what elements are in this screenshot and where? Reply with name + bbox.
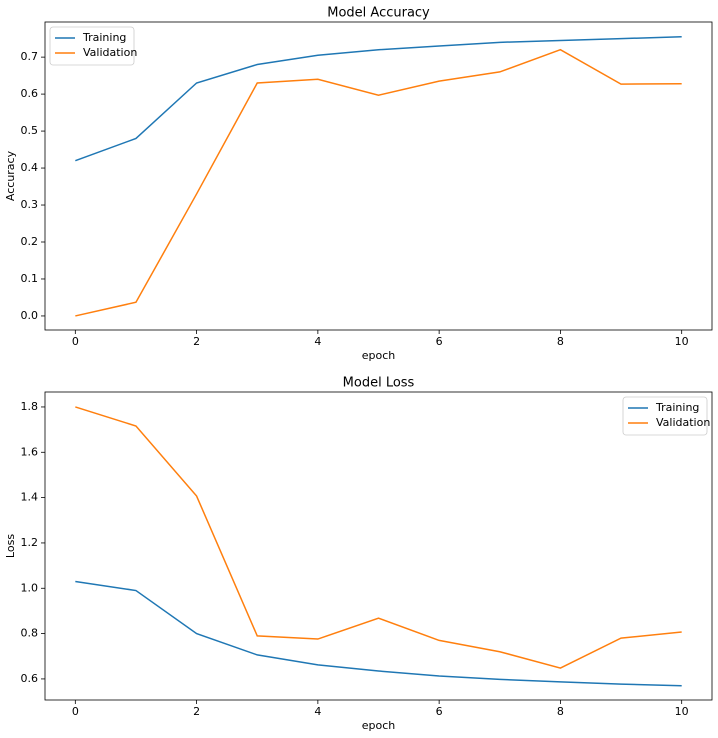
legend-label: Validation bbox=[83, 46, 137, 59]
subplot: Model Accuracy epoch Accuracy 0 2 4 6 8 10 0.0 0.1… bbox=[4, 6, 713, 362]
x-tick-label: 0 bbox=[72, 335, 79, 348]
y-tick-label: 0.4 bbox=[21, 161, 39, 174]
y-tick-label: 1.0 bbox=[21, 581, 39, 594]
chart-title: Model Loss bbox=[343, 376, 415, 391]
y-tick-label: 0.2 bbox=[21, 235, 39, 248]
y-tick-label: 0.0 bbox=[21, 309, 39, 322]
series-line bbox=[75, 406, 682, 669]
y-tick-label: 1.4 bbox=[21, 491, 39, 504]
x-tick-label: 2 bbox=[193, 705, 200, 718]
y-tick-label: 0.7 bbox=[21, 50, 39, 63]
x-tick-label: 4 bbox=[314, 335, 321, 348]
x-tick-label: 4 bbox=[314, 705, 321, 718]
y-axis-label: Loss bbox=[4, 534, 17, 558]
legend-label: Training bbox=[655, 401, 699, 414]
chart-title: Model Accuracy bbox=[327, 6, 430, 21]
y-tick-label: 1.8 bbox=[21, 400, 39, 413]
x-axis-label: epoch bbox=[362, 719, 396, 732]
y-tick-label: 1.2 bbox=[21, 536, 39, 549]
x-tick-label: 6 bbox=[436, 335, 443, 348]
legend-label: Training bbox=[82, 31, 126, 44]
x-tick-label: 10 bbox=[675, 705, 689, 718]
y-tick-label: 0.1 bbox=[21, 272, 39, 285]
y-tick-label: 1.6 bbox=[21, 445, 39, 458]
y-tick-label: 0.8 bbox=[21, 627, 39, 640]
series-line bbox=[75, 36, 682, 162]
series-line bbox=[75, 48, 682, 317]
legend-frame bbox=[49, 26, 135, 66]
x-axis-label: epoch bbox=[362, 349, 396, 362]
plot-frame bbox=[44, 391, 713, 701]
legend-frame bbox=[622, 396, 708, 436]
x-tick-label: 0 bbox=[72, 705, 79, 718]
plot-frame bbox=[44, 21, 713, 331]
series-line bbox=[75, 580, 682, 687]
legend-label: Validation bbox=[656, 416, 710, 429]
y-axis-label: Accuracy bbox=[4, 150, 17, 201]
y-tick-label: 0.6 bbox=[21, 87, 39, 100]
x-tick-label: 8 bbox=[557, 335, 564, 348]
y-tick-label: 0.5 bbox=[21, 124, 39, 137]
x-tick-label: 6 bbox=[436, 705, 443, 718]
subplot: Model Loss epoch Loss 0 2 4 6 8 10 0.6 0.8 1.0 1.2 1.… bbox=[4, 376, 713, 732]
y-tick-label: 0.6 bbox=[21, 672, 39, 685]
x-tick-label: 2 bbox=[193, 335, 200, 348]
x-tick-label: 10 bbox=[675, 335, 689, 348]
x-tick-label: 8 bbox=[557, 705, 564, 718]
y-tick-label: 0.3 bbox=[21, 198, 39, 211]
